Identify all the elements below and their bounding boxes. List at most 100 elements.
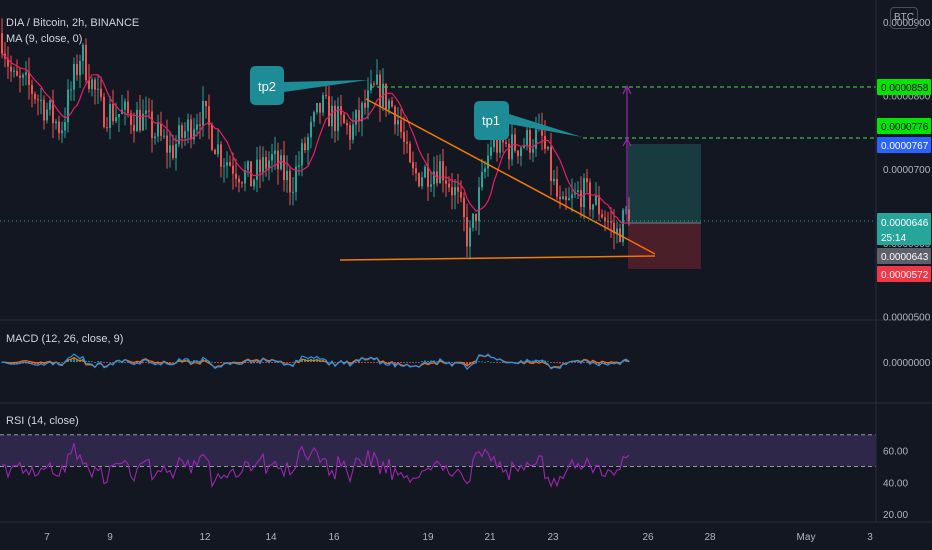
candle-body (127, 101, 129, 114)
candle-body (184, 131, 186, 138)
candle-body (43, 99, 45, 121)
candle-body (97, 88, 99, 90)
rsi-tick-label: 40.00 (883, 478, 908, 489)
macd-histogram-bar (304, 359, 306, 362)
macd-histogram-bar (562, 362, 564, 363)
macd-histogram-bar (334, 362, 336, 363)
candle-body (277, 150, 279, 170)
candle-body (238, 178, 240, 183)
macd-histogram-bar (109, 362, 111, 363)
tp2-price-tag: 0.0000858 (881, 83, 929, 94)
macd-histogram-bar (31, 362, 33, 365)
macd-histogram-bar (256, 362, 258, 364)
macd-histogram-bar (427, 360, 429, 362)
macd-histogram-bar (73, 358, 75, 362)
candle-body (175, 144, 177, 159)
macd-histogram-bar (283, 362, 285, 363)
candle-body (514, 134, 516, 151)
candle-body (331, 105, 333, 127)
candle-body (334, 105, 336, 131)
candle-body (448, 183, 450, 188)
candle-body (241, 182, 243, 184)
candle-body (58, 121, 60, 134)
macd-histogram-bar (412, 362, 414, 363)
macd-histogram-bar (553, 362, 555, 363)
macd-legend: MACD (12, 26, close, 9) (6, 333, 124, 345)
macd-histogram-bar (94, 362, 96, 363)
candle-body (568, 198, 570, 201)
candle-body (187, 119, 189, 132)
candle-body (439, 161, 441, 184)
candle-body (445, 180, 447, 184)
time-tick-label: 26 (642, 532, 654, 543)
candle-body (421, 177, 423, 187)
candle-body (232, 165, 234, 174)
candle-body (46, 109, 48, 121)
last-price-tag-bg (877, 213, 931, 245)
candle-body (586, 178, 588, 183)
support-trendline (339, 255, 656, 261)
candle-body (88, 80, 90, 90)
candle-body (346, 123, 348, 126)
candle-body (268, 160, 270, 169)
tp1-callout (474, 101, 582, 140)
macd-histogram-bar (85, 361, 87, 362)
price-pane (1, 18, 630, 260)
macd-histogram-bar (124, 362, 126, 363)
macd-histogram-bar (541, 359, 543, 362)
time-tick-label: 21 (484, 532, 496, 543)
candle-body (274, 150, 276, 154)
candle-body (208, 106, 210, 125)
candle-body (244, 170, 246, 184)
candle-body (271, 153, 273, 161)
macd-histogram-bar (367, 362, 369, 363)
macd-histogram-bar (517, 361, 519, 363)
candle-body (358, 110, 360, 122)
candle-body (397, 120, 399, 125)
candle-body (100, 88, 102, 97)
candle-body (325, 95, 327, 97)
candle-body (622, 209, 624, 243)
macd-histogram-bar (190, 361, 192, 362)
candle-body (202, 101, 204, 126)
macd-histogram-bar (61, 362, 63, 363)
candle-body (580, 190, 582, 208)
candle-body (247, 161, 249, 171)
candle-body (406, 141, 408, 144)
candle-body (151, 111, 153, 139)
currency-button[interactable]: BTC (890, 7, 918, 29)
candle-body (172, 145, 174, 159)
macd-histogram-bar (532, 360, 534, 362)
candle-body (22, 74, 24, 78)
time-tick-label: 9 (107, 532, 113, 543)
macd-histogram-bar (472, 362, 474, 364)
rsi-tick-label: 60.00 (883, 447, 908, 458)
time-tick-label: 12 (199, 532, 211, 543)
macd-histogram-bar (577, 362, 579, 363)
macd-histogram-bar (400, 362, 402, 363)
candle-body (31, 84, 33, 94)
time-tick-label: May (797, 532, 816, 543)
macd-histogram-bar (499, 361, 501, 363)
candle-body (169, 145, 171, 153)
candle-body (148, 110, 150, 112)
time-tick-label: 23 (547, 532, 559, 543)
candle-body (532, 148, 534, 153)
macd-histogram-bar (514, 361, 516, 363)
candle-body (391, 100, 393, 107)
candle-body (265, 157, 267, 169)
candle-body (526, 129, 528, 146)
candle-body (49, 100, 51, 110)
macd-histogram-bar (559, 362, 561, 364)
macd-histogram-bar (622, 361, 624, 363)
price-tick-label: 0.0000500 (883, 312, 931, 323)
candle-body (64, 122, 66, 131)
candle-body (16, 70, 18, 76)
candle-body (553, 178, 555, 182)
candle-body (262, 157, 264, 173)
macd-histogram-bar (523, 361, 525, 363)
candle-body (37, 99, 39, 101)
macd-histogram-bar (406, 361, 408, 363)
